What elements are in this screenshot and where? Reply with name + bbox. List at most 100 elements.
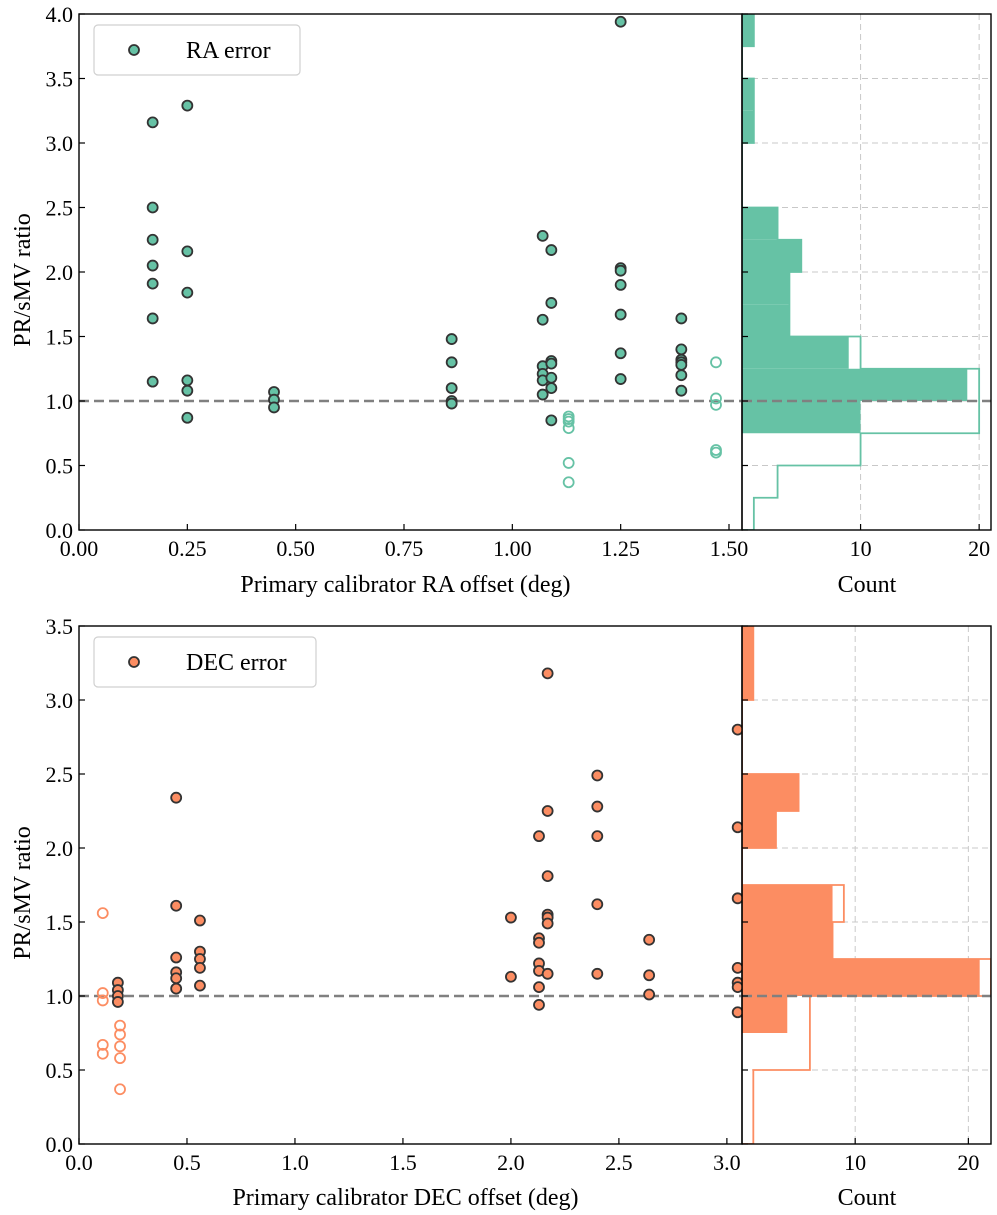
filled-point bbox=[731, 961, 742, 974]
filled-point bbox=[614, 15, 627, 28]
x-tick-label: 1.5 bbox=[389, 1150, 417, 1175]
x-tick-label: 1.00 bbox=[493, 536, 532, 561]
filled-point bbox=[445, 356, 458, 369]
hist-bar bbox=[742, 110, 754, 143]
open-point bbox=[114, 1083, 126, 1096]
filled-point bbox=[614, 373, 627, 385]
filled-point bbox=[614, 278, 627, 291]
filled-point bbox=[541, 805, 554, 817]
y-tick-label: 0.5 bbox=[46, 1058, 74, 1083]
x-tick-label: 3.0 bbox=[713, 1150, 741, 1175]
x-tick-label: 0.25 bbox=[168, 536, 207, 561]
hist-x-axis-label: Count bbox=[838, 1185, 897, 1211]
filled-point bbox=[533, 998, 545, 1011]
legend-marker bbox=[128, 44, 140, 56]
open-point bbox=[96, 994, 109, 1007]
filled-point bbox=[181, 286, 194, 299]
filled-point bbox=[614, 264, 627, 277]
legend: DEC error bbox=[93, 636, 317, 688]
open-point bbox=[114, 1040, 126, 1053]
hist-bar bbox=[742, 663, 754, 700]
filled-point bbox=[536, 388, 549, 401]
y-tick-label: 3.0 bbox=[46, 131, 74, 156]
filled-point bbox=[591, 800, 604, 813]
open-point bbox=[562, 422, 575, 434]
open-point bbox=[562, 457, 575, 469]
filled-point bbox=[675, 384, 688, 397]
filled-point bbox=[541, 967, 554, 980]
y-axis-label: PR/sMV ratio bbox=[10, 826, 36, 960]
hist-total-outline bbox=[742, 14, 981, 530]
filled-point bbox=[536, 229, 549, 242]
hist-bar bbox=[742, 774, 799, 811]
hist-bar bbox=[742, 14, 754, 47]
filled-point bbox=[181, 384, 194, 397]
open-point bbox=[96, 987, 109, 999]
hist-bar bbox=[742, 78, 754, 111]
filled-point bbox=[533, 830, 545, 843]
filled-point bbox=[181, 99, 194, 112]
axes-frame bbox=[78, 13, 743, 531]
filled-point bbox=[146, 277, 159, 290]
filled-point bbox=[170, 982, 183, 995]
filled-point bbox=[111, 996, 124, 1008]
y-tick-label: 2.5 bbox=[46, 762, 74, 787]
filled-point bbox=[181, 245, 194, 258]
hist-total-outline bbox=[742, 626, 991, 1144]
open-point bbox=[562, 415, 575, 428]
filled-point bbox=[731, 892, 742, 905]
filled-point bbox=[146, 312, 159, 325]
hist-x-tick-label: 10 bbox=[850, 536, 872, 561]
filled-point bbox=[591, 830, 604, 843]
filled-point bbox=[614, 308, 627, 321]
filled-point bbox=[170, 899, 183, 912]
legend-box bbox=[93, 636, 317, 688]
open-point bbox=[96, 1047, 109, 1060]
open-point bbox=[710, 392, 722, 405]
panel-bottom: 10 20 Count 0.0 0.5 1.0 1.5 2.0 2.5 3.0 0.0 0.5 1.0 1… bbox=[10, 614, 992, 1211]
filled-point bbox=[533, 936, 545, 949]
open-point bbox=[562, 476, 575, 489]
x-tick-label: 0.50 bbox=[276, 536, 315, 561]
x-axis-label: Primary calibrator DEC offset (deg) bbox=[232, 1185, 578, 1211]
filled-point bbox=[675, 358, 688, 371]
filled-point bbox=[146, 259, 159, 272]
filled-point bbox=[181, 411, 194, 424]
x-tick-label: 1.50 bbox=[710, 536, 749, 561]
filled-point bbox=[533, 981, 545, 994]
filled-point bbox=[643, 969, 656, 982]
filled-point bbox=[545, 371, 558, 384]
filled-point bbox=[541, 667, 554, 680]
filled-point bbox=[445, 333, 458, 345]
legend-box bbox=[93, 24, 301, 76]
filled-point bbox=[643, 933, 656, 946]
filled-point bbox=[268, 401, 280, 414]
hist-bar bbox=[742, 885, 833, 922]
filled-point bbox=[731, 1006, 742, 1019]
hist-x-tick-label: 20 bbox=[968, 536, 990, 561]
x-tick-label: 2.5 bbox=[605, 1150, 633, 1175]
filled-point bbox=[675, 369, 688, 382]
y-tick-label: 0.0 bbox=[46, 1132, 74, 1157]
hist-x-tick-label: 20 bbox=[957, 1150, 979, 1175]
y-tick-label: 2.0 bbox=[46, 836, 74, 861]
filled-point bbox=[675, 343, 688, 356]
filled-point bbox=[545, 414, 558, 427]
hist-bar bbox=[742, 336, 849, 369]
filled-point bbox=[731, 723, 742, 736]
filled-point bbox=[536, 313, 549, 326]
axes-frame bbox=[78, 625, 743, 1145]
filled-point bbox=[541, 870, 554, 883]
hist-bar bbox=[742, 626, 754, 663]
open-point bbox=[114, 1028, 126, 1041]
panel-top: 10 20 Count 0.00 0.25 0.50 0.75 1.00 1.25 1.50 0.0… bbox=[10, 2, 992, 598]
filled-point bbox=[591, 769, 604, 782]
y-tick-label: 3.5 bbox=[46, 614, 74, 639]
filled-point bbox=[731, 981, 742, 994]
y-axis-label: PR/sMV ratio bbox=[10, 213, 36, 347]
filled-point bbox=[545, 382, 558, 395]
hist-bar bbox=[742, 304, 790, 337]
filled-point bbox=[170, 972, 183, 985]
y-tick-label: 3.0 bbox=[46, 688, 74, 713]
x-tick-label: 0.00 bbox=[60, 536, 99, 561]
